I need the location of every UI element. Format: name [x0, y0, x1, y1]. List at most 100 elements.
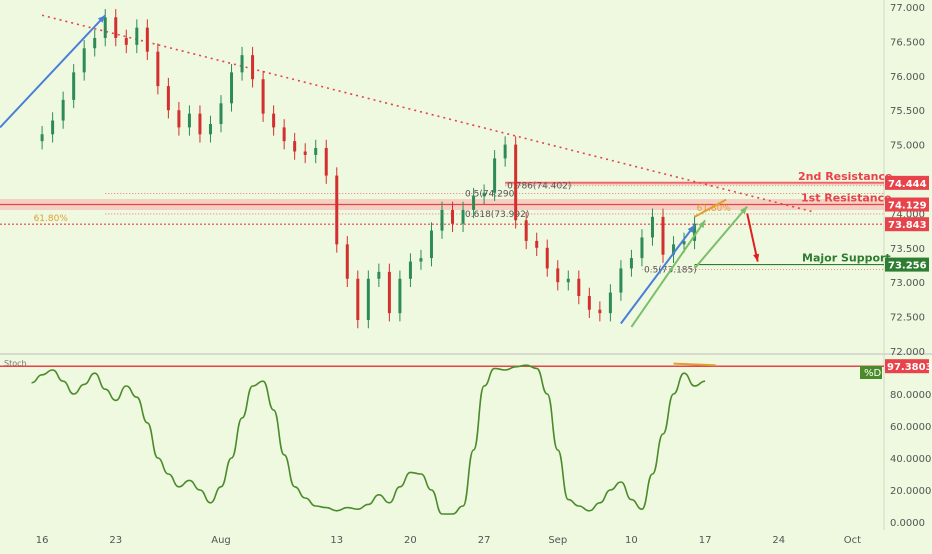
candle-body [293, 141, 297, 152]
candle-body [124, 37, 128, 45]
fib-label: 0.618(73.992) [465, 210, 529, 220]
time-tick-label: Sep [548, 535, 567, 546]
candle-body [429, 230, 433, 259]
candle-body [208, 123, 212, 135]
time-tick-label: 27 [478, 535, 491, 546]
candle-body [482, 192, 486, 197]
candle-body [282, 127, 286, 142]
price-box [885, 217, 929, 232]
candle-body [166, 86, 170, 111]
candle-body [40, 134, 44, 142]
candle-body [251, 55, 255, 80]
orange-line [694, 198, 727, 218]
wedge-arrow-head [740, 206, 748, 215]
candle-body [314, 148, 318, 155]
time-tick-label: 13 [330, 535, 343, 546]
fib-label: 0.5(74.290) [465, 189, 518, 199]
candle-body [156, 51, 160, 87]
time-tick-label: 16 [36, 535, 49, 546]
osc-tick-label: 20.0000 [890, 486, 931, 497]
candle-body [240, 55, 244, 73]
candle-body [556, 268, 560, 283]
candle-body [387, 271, 391, 314]
up-arrow-head [687, 225, 695, 233]
price-box-label: 74.129 [888, 201, 927, 212]
candle-body [545, 247, 549, 269]
price-tick-label: 75.000 [890, 141, 925, 152]
candle-body [345, 244, 349, 279]
candle-body [198, 113, 202, 135]
up-arrow [0, 14, 106, 129]
candle-body [682, 240, 686, 245]
candle-body [693, 223, 697, 241]
up-arrow [620, 224, 696, 325]
wedge-arrow [630, 219, 706, 328]
wedge-arrow-head [698, 220, 706, 229]
osc-tick-label: 40.0000 [890, 454, 931, 465]
osc-tick-label: 80.0000 [890, 390, 931, 401]
candle-body [366, 278, 370, 321]
candle-body [219, 103, 223, 124]
osc-tick-label: 60.0000 [890, 422, 931, 433]
price-box [885, 197, 929, 212]
price-box [885, 257, 929, 272]
price-tick-label: 72.500 [890, 313, 925, 324]
candle-body [145, 27, 149, 52]
price-axis-area [884, 0, 932, 550]
candle-body [535, 240, 539, 248]
descending-trendline [41, 14, 815, 213]
osc-divergence-line [673, 362, 716, 367]
candle-body [640, 237, 644, 259]
price-box-label: 73.256 [888, 261, 927, 272]
candle-body [650, 216, 654, 238]
up-arrow-head [97, 15, 106, 23]
candle-body [587, 295, 591, 310]
candle-body [335, 175, 339, 245]
candle-body [598, 309, 602, 314]
price-tick-label: 74.000 [890, 209, 925, 220]
candle-body [93, 37, 97, 49]
candle-body [324, 148, 328, 176]
candle-body [51, 120, 55, 135]
osc-tick-label: 0.0000 [890, 518, 925, 529]
price-tick-label: 75.500 [890, 106, 925, 117]
candle-body [72, 72, 76, 100]
candle-body [61, 99, 65, 121]
down-arrow-head [753, 253, 760, 262]
candle-body [661, 216, 665, 255]
candle-body [177, 110, 181, 128]
candle-body [114, 17, 118, 38]
level-label: 1st Resistance [801, 192, 892, 205]
osc-series-line [31, 364, 706, 515]
osc-marker-label: 97.3803 [887, 362, 932, 373]
price-tick-label: 77.000 [890, 3, 925, 14]
wedge-arrow [693, 205, 748, 270]
price-tick-label: 76.500 [890, 37, 925, 48]
candle-body [577, 278, 581, 296]
price-box-label: 74.444 [888, 179, 927, 190]
fib-label: 0.786(74.402) [507, 182, 571, 192]
candle-body [608, 292, 612, 314]
level-label: 2nd Resistance [798, 170, 892, 183]
time-tick-label: Oct [844, 535, 861, 546]
time-tick-label: 20 [404, 535, 417, 546]
fib-label: 61.80% [34, 214, 69, 224]
candle-body [103, 17, 107, 38]
candle-body [503, 144, 507, 159]
candle-body [230, 72, 234, 104]
price-tick-label: 72.000 [890, 347, 925, 358]
price-tick-label: 73.500 [890, 244, 925, 255]
candle-body [398, 278, 402, 314]
candle-body [461, 209, 465, 224]
osc-marker-box [885, 359, 929, 374]
price-tick-label: 76.000 [890, 72, 925, 83]
time-tick-label: 23 [109, 535, 122, 546]
price-box [885, 175, 929, 190]
candle-body [472, 196, 476, 210]
time-tick-label: Aug [211, 535, 231, 546]
candle-body [440, 209, 444, 231]
osc-legend-label: %D [864, 368, 882, 379]
candle-body [514, 144, 518, 221]
